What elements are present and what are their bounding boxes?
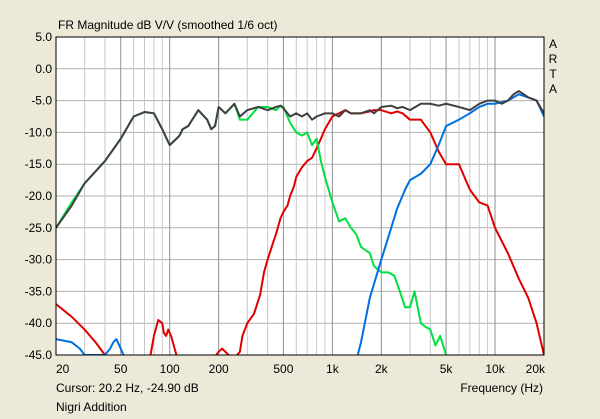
x-tick-label: 20k xyxy=(526,362,546,376)
x-axis-label: Frequency (Hz) xyxy=(460,381,543,395)
series-line-3 xyxy=(56,90,544,229)
footer-note: Nigri Addition xyxy=(56,400,127,414)
plot-frame xyxy=(55,36,545,356)
y-tick-label: -15.0 xyxy=(25,157,53,171)
y-tick-label: -45.0 xyxy=(25,348,53,362)
y-tick-label: -40.0 xyxy=(25,316,53,330)
x-tick-label: 200 xyxy=(209,362,229,376)
chart-title: FR Magnitude dB V/V (smoothed 1/6 oct) xyxy=(58,18,277,32)
x-tick-label: 500 xyxy=(273,362,293,376)
watermark-letter: A xyxy=(549,82,557,96)
y-tick-label: -35.0 xyxy=(25,284,53,298)
x-tick-label: 5k xyxy=(440,362,454,376)
y-tick-label: 0.0 xyxy=(35,62,52,76)
y-tick-label: -20.0 xyxy=(25,189,53,203)
x-tick-label: 20 xyxy=(56,362,70,376)
y-tick-label: -10.0 xyxy=(25,125,53,139)
x-tick-label: 2k xyxy=(375,362,389,376)
x-tick-label: 10k xyxy=(485,362,505,376)
y-tick-labels: 5.0 0.0 -5.0 -10.0 -15.0 -20.0 -25.0 -30.0 -35.0… xyxy=(25,30,53,362)
y-tick-label: -5.0 xyxy=(31,94,52,108)
watermark-letter: A xyxy=(549,37,557,51)
watermark-letter: R xyxy=(549,52,558,66)
x-tick-label: 50 xyxy=(114,362,128,376)
x-tick-label: 100 xyxy=(160,362,180,376)
y-tick-label: -25.0 xyxy=(25,221,53,235)
cursor-readout: Cursor: 20.2 Hz, -24.90 dB xyxy=(56,381,199,395)
y-tick-label: 5.0 xyxy=(35,30,52,44)
y-tick-label: -30.0 xyxy=(25,253,53,267)
x-tick-label: 1k xyxy=(326,362,340,376)
x-tick-labels: 20 50 100 200 500 1k 2k 5k 10k 20k xyxy=(56,362,546,376)
series-line-0 xyxy=(56,109,544,355)
series-layer xyxy=(56,90,544,355)
watermark-letter: T xyxy=(549,67,557,81)
series-line-2 xyxy=(56,93,544,355)
